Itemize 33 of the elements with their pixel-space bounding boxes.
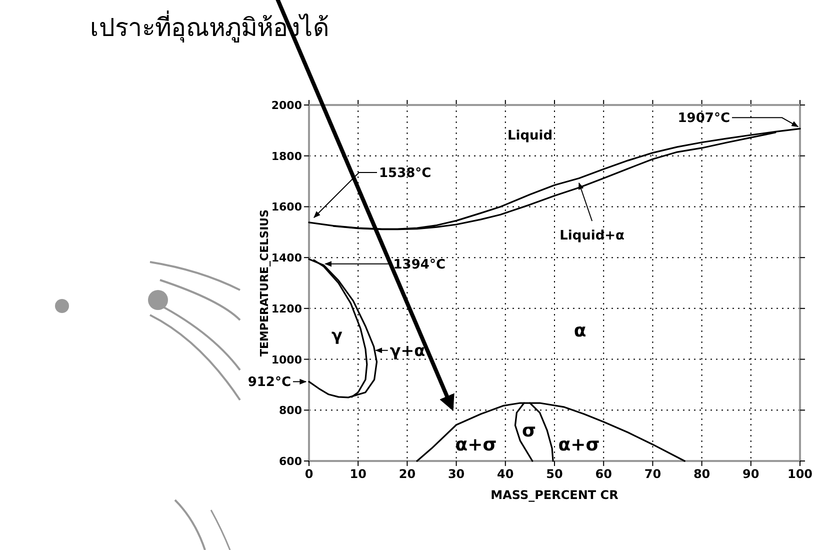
x-tick-label: 10	[350, 467, 366, 481]
x-tick-label: 90	[742, 467, 760, 481]
y-tick-label: 1600	[271, 200, 302, 214]
y-tick-label: 600	[279, 455, 302, 468]
y-tick-label: 800	[279, 404, 302, 418]
x-tick-label: 40	[497, 467, 514, 481]
x-axis-title: MASS_PERCENT CR	[490, 488, 618, 502]
annotation: Liquid	[507, 128, 553, 144]
x-tick-label: 50	[546, 467, 563, 481]
x-tick-label: 0	[304, 467, 314, 481]
y-tick-label: 1000	[271, 353, 302, 366]
annotation: 1394°C	[393, 257, 446, 272]
x-tick-label: 60	[595, 467, 612, 481]
annotation: 1907°C	[678, 111, 730, 126]
annotation: Liquid+α	[560, 228, 625, 244]
annotation: 912°C	[248, 375, 291, 390]
x-tick-label: 20	[398, 467, 416, 481]
x-tick-label: 30	[448, 467, 465, 481]
y-axis-title: TEMPERATURE_CELSIUS	[258, 209, 271, 357]
y-tick-label: 1400	[271, 252, 302, 265]
x-tick-label: 70	[644, 467, 662, 481]
x-tick-label: 80	[693, 467, 710, 481]
y-tick-label: 2000	[271, 99, 302, 112]
annotation: α+σ	[455, 434, 497, 456]
annotation: 1538°C	[379, 166, 432, 182]
annotation: σ	[522, 420, 536, 442]
annotation: γ	[332, 326, 343, 345]
annotation: γ+α	[390, 340, 426, 360]
x-tick-label: 100	[787, 467, 813, 481]
annotation: α+σ	[558, 434, 600, 456]
y-tick-label: 1800	[271, 150, 302, 163]
y-tick-label: 1200	[271, 302, 302, 316]
annotation: α	[574, 320, 586, 342]
